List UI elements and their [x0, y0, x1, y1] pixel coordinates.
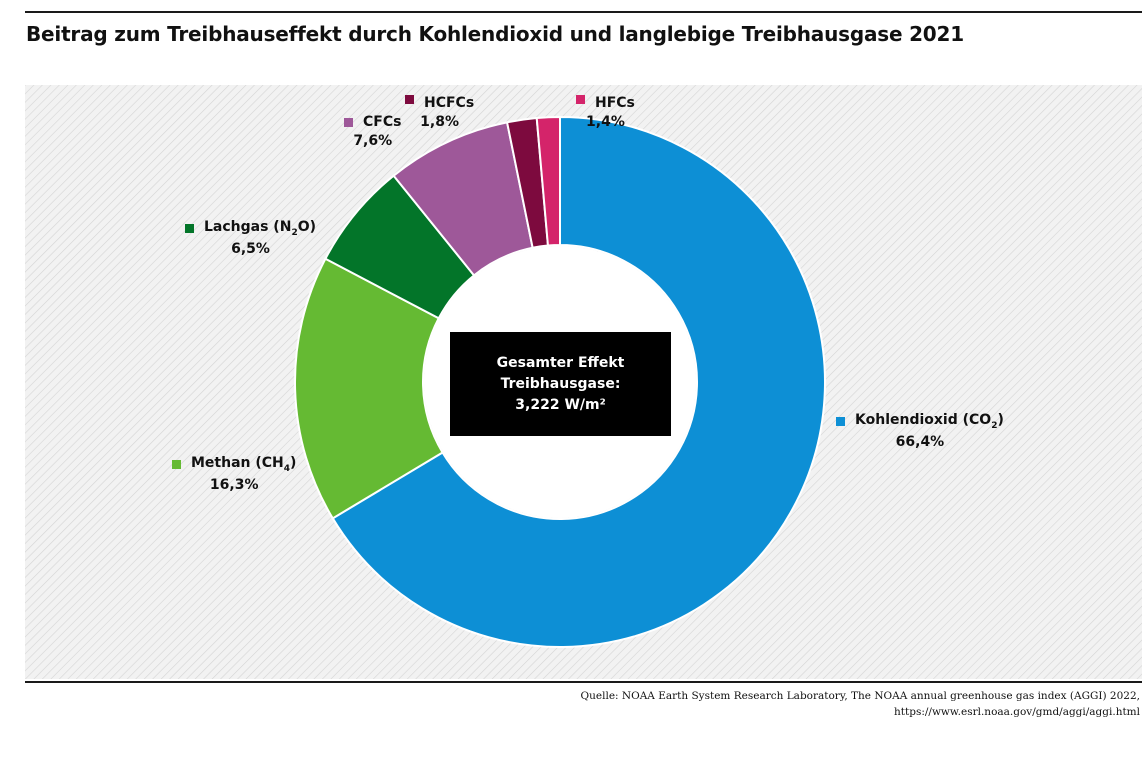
legend-swatch-lachgas — [185, 223, 194, 233]
plot-area: Gesamter Effekt Treibhausgase: 3,222 W/m… — [25, 85, 1142, 679]
slice-name-methan: Methan (CH4) — [191, 455, 297, 474]
slice-label-hfcs: HFCs 1,4% — [576, 94, 635, 130]
legend-swatch-co2 — [836, 416, 845, 426]
chart-title: Beitrag zum Treibhauseffekt durch Kohlen… — [26, 22, 964, 46]
top-rule — [25, 11, 1142, 13]
slice-hfcs — [535, 115, 561, 247]
slice-name-hfcs: HFCs — [595, 95, 635, 111]
center-line-2: Treibhausgase: — [500, 375, 621, 392]
total-effect-box: Gesamter Effekt Treibhausgase: 3,222 W/m… — [450, 332, 671, 436]
slice-name-co2: Kohlendioxid (CO2) — [855, 412, 1004, 431]
slice-name-hcfcs: HCFCs — [424, 95, 475, 111]
legend-swatch-cfcs — [344, 117, 353, 127]
slice-value-hfcs: 1,4% — [586, 114, 625, 130]
source-line-1: Quelle: NOAA Earth System Research Labor… — [580, 690, 1140, 702]
slice-value-co2: 66,4% — [895, 433, 945, 450]
center-line-3: 3,222 W/m² — [515, 396, 606, 413]
slice-name-lachgas: Lachgas (N2O) — [204, 219, 317, 238]
legend-swatch-hcfcs — [405, 94, 414, 104]
slice-label-methan: Methan (CH4) 16,3% — [172, 455, 296, 493]
center-line-1: Gesamter Effekt — [496, 354, 625, 371]
slice-value-lachgas: 6,5% — [231, 240, 270, 257]
slice-co2 — [331, 115, 826, 648]
slice-label-co2: Kohlendioxid (CO2) 66,4% — [836, 412, 1004, 450]
slice-name-cfcs: CFCs — [363, 114, 402, 130]
bottom-rule — [25, 681, 1142, 683]
slice-label-lachgas: Lachgas (N2O) 6,5% — [185, 219, 316, 257]
source-line-2: https://www.esrl.noaa.gov/gmd/aggi/aggi.… — [894, 706, 1140, 718]
legend-swatch-hfcs — [576, 94, 585, 104]
slice-value-methan: 16,3% — [209, 476, 259, 493]
legend-swatch-methan — [172, 459, 181, 469]
source-note: Quelle: NOAA Earth System Research Labor… — [581, 688, 1140, 720]
slice-value-cfcs: 7,6% — [353, 133, 393, 149]
slice-methan — [294, 257, 444, 520]
slice-label-hcfcs: HCFCs 1,8% — [405, 94, 475, 130]
slice-value-hcfcs: 1,8% — [420, 114, 459, 130]
donut-chart — [25, 85, 1142, 679]
slice-label-cfcs: CFCs 7,6% — [344, 114, 401, 149]
